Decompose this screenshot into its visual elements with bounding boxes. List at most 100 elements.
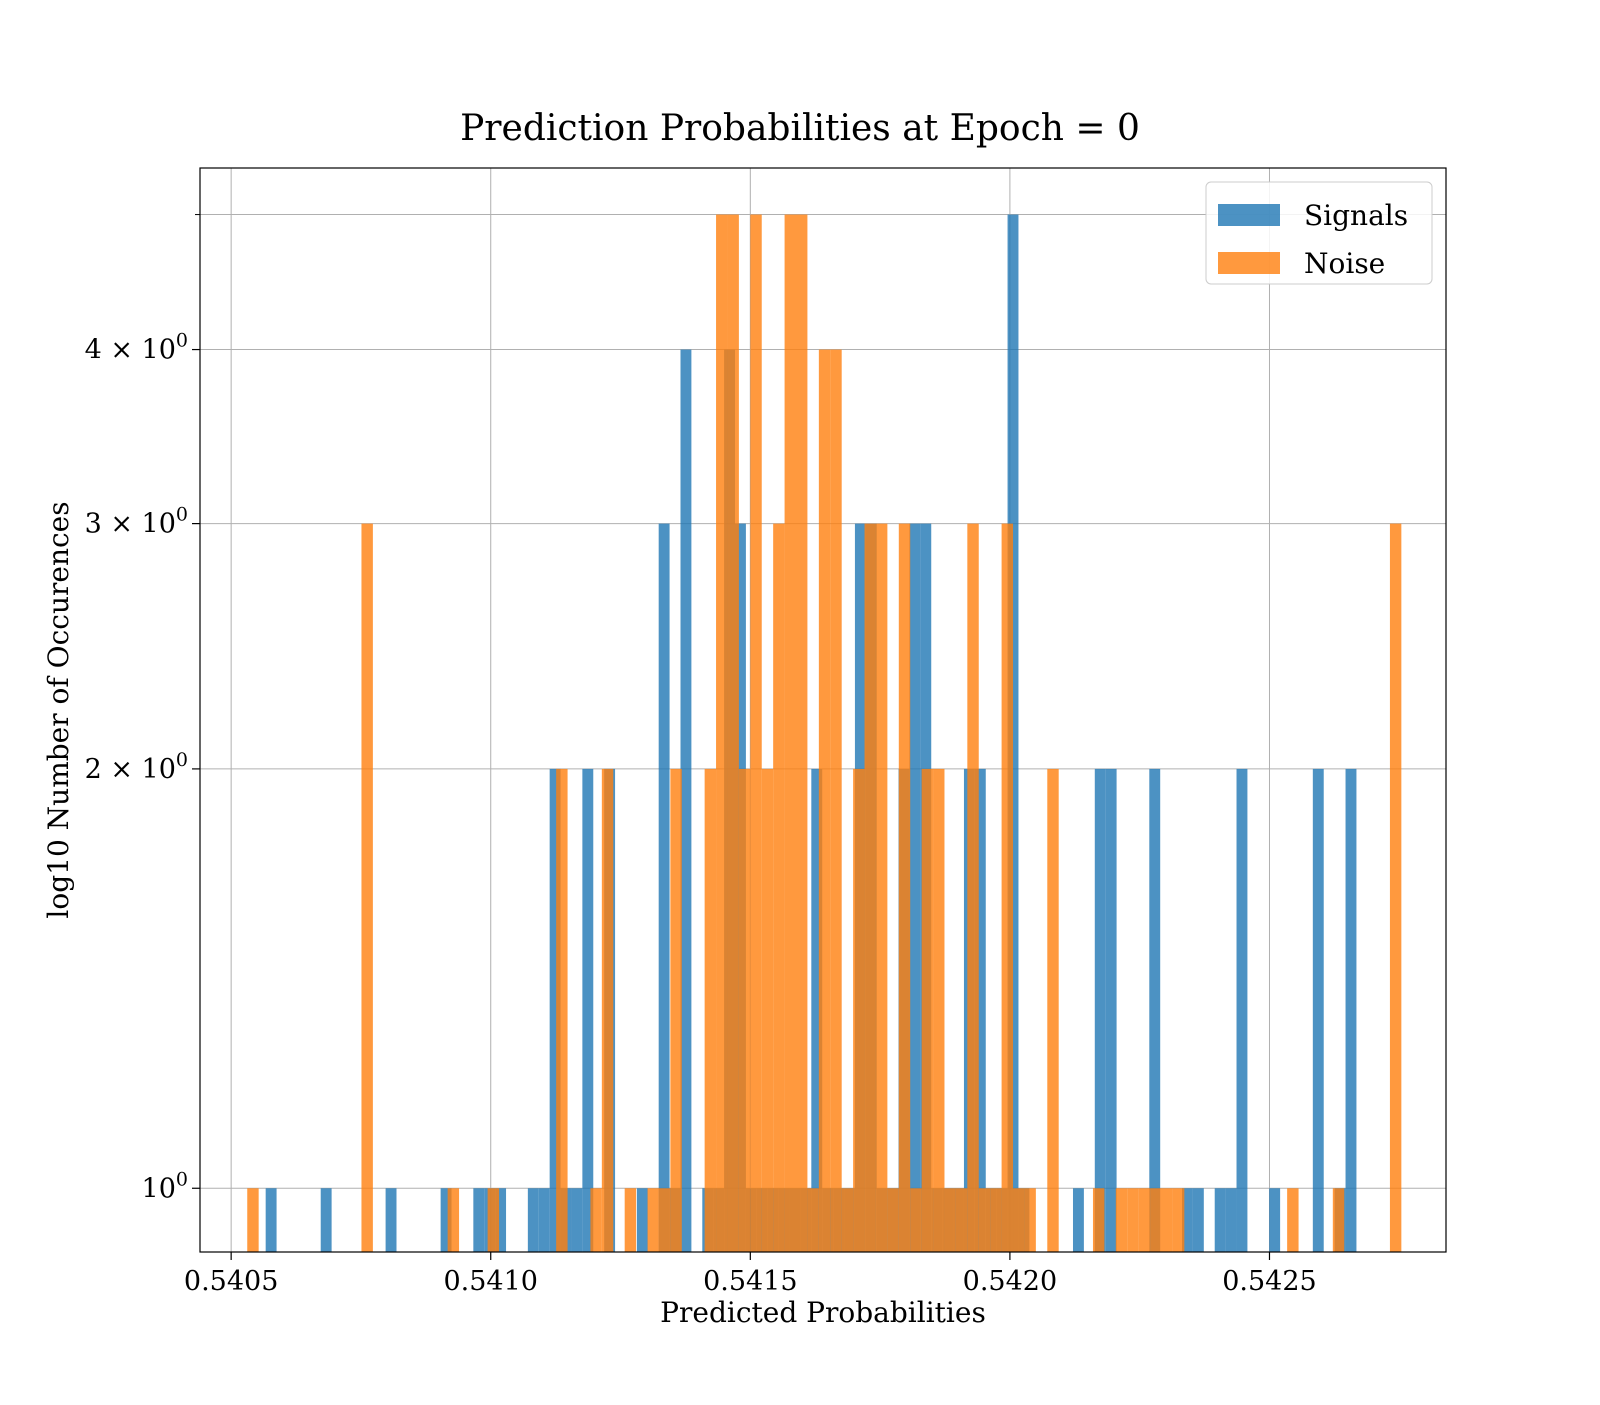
bar-noise — [933, 768, 945, 1252]
bar-noise — [1127, 1188, 1139, 1252]
bar-signals — [909, 523, 921, 1252]
bar-noise — [841, 1188, 854, 1252]
bar-noise — [1332, 1188, 1345, 1252]
bar-signals — [527, 1188, 539, 1252]
bar-signals — [1269, 1188, 1281, 1252]
y-tick-label: 2 × 100 — [85, 749, 188, 785]
bar-signals — [1192, 1188, 1204, 1252]
bar-noise — [955, 1188, 968, 1252]
bar-noise — [921, 768, 934, 1252]
y-axis-ticks: 100 2 × 100 3 × 100 4 × 100 — [85, 214, 200, 1204]
bar-noise — [590, 1188, 602, 1252]
bar-signals — [320, 1188, 332, 1252]
bar-noise — [1013, 1188, 1025, 1252]
bar-signals — [385, 1188, 397, 1252]
bar-noise — [761, 768, 774, 1252]
bar-noise — [830, 349, 842, 1252]
bar-noise — [1389, 523, 1402, 1252]
bar-signals — [1312, 768, 1324, 1252]
bar-noise — [978, 1188, 991, 1252]
x-axis-label: Predicted Probabilities — [660, 1296, 986, 1329]
bar-noise — [447, 1188, 460, 1252]
bar-noise — [1150, 1188, 1162, 1252]
bar-signals — [1225, 1188, 1237, 1252]
bar-signals — [680, 349, 692, 1252]
bar-signals — [495, 1188, 507, 1252]
bar-noise — [727, 214, 739, 1252]
bar-signals — [636, 1188, 648, 1252]
bar-signals — [1149, 768, 1161, 1252]
bar-signals — [1105, 768, 1117, 1252]
x-tick-label: 0.5405 — [184, 1266, 278, 1297]
x-tick-label: 0.5415 — [703, 1266, 797, 1297]
legend-swatch-noise — [1218, 252, 1280, 274]
bar-noise — [556, 768, 568, 1252]
bar-noise — [990, 1188, 1002, 1252]
bar-noise — [796, 214, 808, 1252]
bar-noise — [1047, 768, 1059, 1252]
bar-noise — [784, 214, 796, 1252]
bars — [247, 214, 1402, 1252]
series-noise — [247, 214, 1402, 1252]
bar-noise — [738, 768, 751, 1252]
chart-title: Prediction Probabilities at Epoch = 0 — [460, 108, 1140, 149]
legend-swatch-signals — [1218, 204, 1280, 226]
x-tick-label: 0.5410 — [443, 1266, 537, 1297]
bar-noise — [1161, 1188, 1173, 1252]
y-tick-label: 100 — [142, 1168, 188, 1204]
bar-signals — [473, 1188, 485, 1252]
bar-noise — [887, 1188, 899, 1252]
x-tick-label: 0.5420 — [963, 1266, 1057, 1297]
bar-signals — [1094, 768, 1106, 1252]
y-tick-label: 4 × 100 — [85, 330, 188, 366]
bar-noise — [247, 1188, 259, 1252]
x-axis-ticks: 0.5405 0.5410 0.5415 0.5420 0.5425 — [184, 1252, 1317, 1297]
bar-noise — [1138, 1188, 1151, 1252]
legend-label-noise: Noise — [1304, 247, 1385, 280]
bar-signals — [1072, 1188, 1084, 1252]
bar-noise — [1001, 523, 1014, 1252]
bar-signals — [974, 768, 986, 1252]
legend-label-signals: Signals — [1304, 199, 1408, 232]
bar-noise — [807, 1188, 819, 1252]
bar-noise — [898, 523, 911, 1252]
bar-noise — [773, 523, 785, 1252]
bar-signals — [538, 1188, 550, 1252]
bar-noise — [1172, 1188, 1185, 1252]
bar-noise — [624, 1188, 637, 1252]
bar-noise — [875, 523, 888, 1252]
bar-signals — [265, 1188, 277, 1252]
x-tick-label: 0.5425 — [1222, 1266, 1316, 1297]
bar-noise — [1024, 1188, 1036, 1252]
bar-signals — [1345, 768, 1357, 1252]
bar-signals — [1214, 1188, 1226, 1252]
bar-noise — [967, 523, 979, 1252]
plot-frame — [199, 167, 1447, 1253]
bar-signals — [571, 1188, 583, 1252]
bar-signals — [1236, 768, 1248, 1252]
bar-noise — [1115, 1188, 1128, 1252]
bar-noise — [647, 1188, 659, 1252]
bar-signals — [658, 523, 670, 1252]
bar-noise — [658, 1188, 671, 1252]
legend: Signals Noise — [1205, 181, 1433, 285]
bar-noise — [704, 768, 717, 1252]
bar-noise — [716, 214, 728, 1252]
bar-signals — [811, 768, 823, 1252]
bar-noise — [750, 214, 762, 1252]
bar-noise — [670, 768, 682, 1252]
bar-noise — [361, 523, 373, 1252]
bar-signals — [582, 768, 594, 1252]
bar-noise — [487, 1188, 500, 1252]
bar-signals — [440, 1188, 452, 1252]
bar-noise — [818, 349, 831, 1252]
bar-noise — [1092, 1188, 1105, 1252]
bar-noise — [601, 768, 614, 1252]
y-tick-label: 3 × 100 — [85, 504, 188, 540]
bar-noise — [864, 523, 876, 1252]
y-axis-label: log10 Number of Occurences — [42, 501, 75, 918]
bar-noise — [944, 1188, 956, 1252]
bar-noise — [853, 768, 865, 1252]
